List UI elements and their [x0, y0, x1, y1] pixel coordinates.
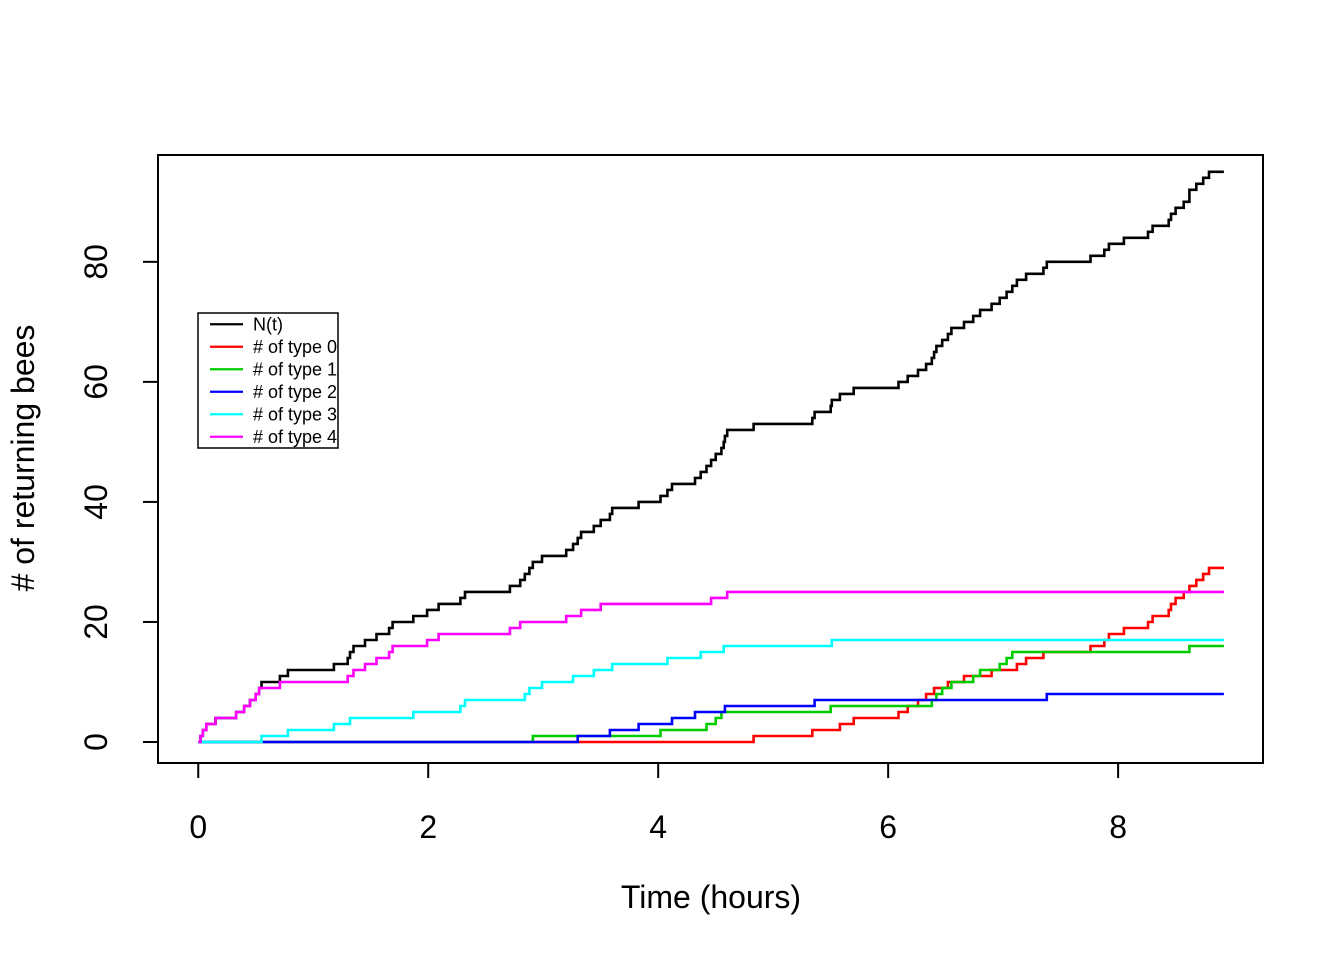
legend-label: # of type 1: [253, 359, 337, 379]
y-tick-label: 20: [78, 604, 114, 640]
x-tick-label: 6: [879, 809, 897, 845]
y-tick-label: 80: [78, 244, 114, 280]
legend: N(t)# of type 0# of type 1# of type 2# o…: [197, 312, 339, 449]
series-line-of-type-3: [198, 638, 1224, 744]
series-group: [198, 170, 1224, 744]
series-line-of-type-4: [198, 590, 1224, 744]
series-line-n-t: [198, 170, 1224, 744]
legend-item-of-type-2: # of type 2: [210, 382, 337, 402]
legend-item-of-type-1: # of type 1: [210, 359, 337, 379]
legend-box: [197, 312, 339, 449]
legend-label: # of type 4: [253, 427, 337, 447]
x-tick-label: 0: [189, 809, 207, 845]
y-tick-label: 40: [78, 484, 114, 520]
series-line-of-type-2: [198, 692, 1224, 744]
legend-item-of-type-4: # of type 4: [210, 427, 337, 447]
plot-box: [157, 154, 1264, 764]
legend-label: # of type 0: [253, 337, 337, 357]
legend-item-of-type-0: # of type 0: [210, 337, 337, 357]
x-tick-label: 8: [1109, 809, 1127, 845]
y-tick-label: 0: [78, 733, 114, 751]
y-axis: 0 20 40 60 80: [78, 244, 158, 751]
legend-label: # of type 3: [253, 404, 337, 424]
legend-item-n-t: N(t): [210, 314, 283, 334]
x-axis: 0 2 4 6 8: [189, 763, 1127, 845]
series-line-of-type-1: [198, 644, 1224, 744]
y-tick-label: 60: [78, 364, 114, 400]
legend-item-of-type-3: # of type 3: [210, 404, 337, 424]
series-line-of-type-0: [198, 566, 1224, 744]
y-axis-title: # of returning bees: [5, 325, 41, 592]
legend-label: N(t): [253, 314, 283, 334]
x-tick-label: 4: [649, 809, 667, 845]
legend-label: # of type 2: [253, 382, 337, 402]
x-tick-label: 2: [419, 809, 437, 845]
x-axis-title: Time (hours): [621, 879, 801, 915]
